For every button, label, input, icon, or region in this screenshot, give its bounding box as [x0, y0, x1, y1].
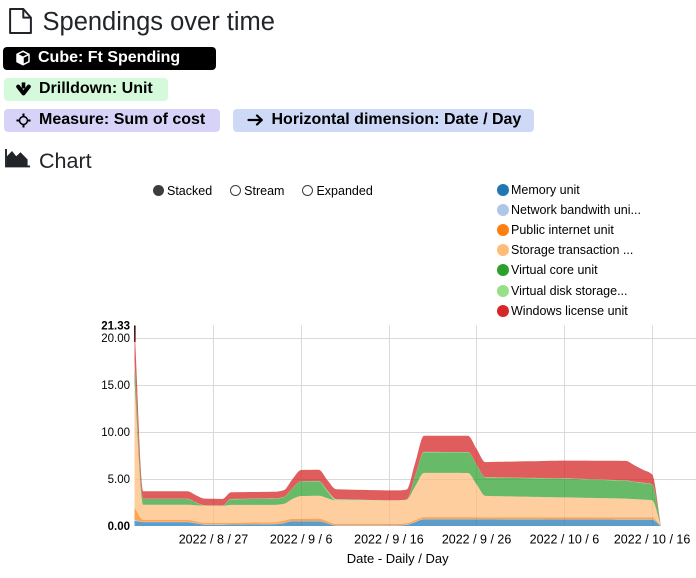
svg-text:2022 / 10 / 6: 2022 / 10 / 6	[530, 533, 600, 547]
svg-text:2022 / 9 / 16: 2022 / 9 / 16	[354, 533, 424, 547]
svg-text:0.00: 0.00	[108, 521, 130, 533]
svg-text:15.00: 15.00	[101, 380, 130, 392]
svg-text:2022 / 8 / 27: 2022 / 8 / 27	[179, 533, 249, 547]
svg-text:10.00: 10.00	[101, 427, 130, 439]
svg-text:20.00: 20.00	[101, 333, 130, 345]
svg-text:Date - Daily / Day: Date - Daily / Day	[347, 551, 449, 566]
svg-text:5.00: 5.00	[108, 474, 130, 486]
svg-text:2022 / 9 / 6: 2022 / 9 / 6	[270, 533, 333, 547]
svg-text:21.33: 21.33	[101, 321, 130, 333]
svg-text:2022 / 9 / 26: 2022 / 9 / 26	[442, 533, 512, 547]
svg-text:2022 / 10 / 16: 2022 / 10 / 16	[614, 533, 691, 547]
